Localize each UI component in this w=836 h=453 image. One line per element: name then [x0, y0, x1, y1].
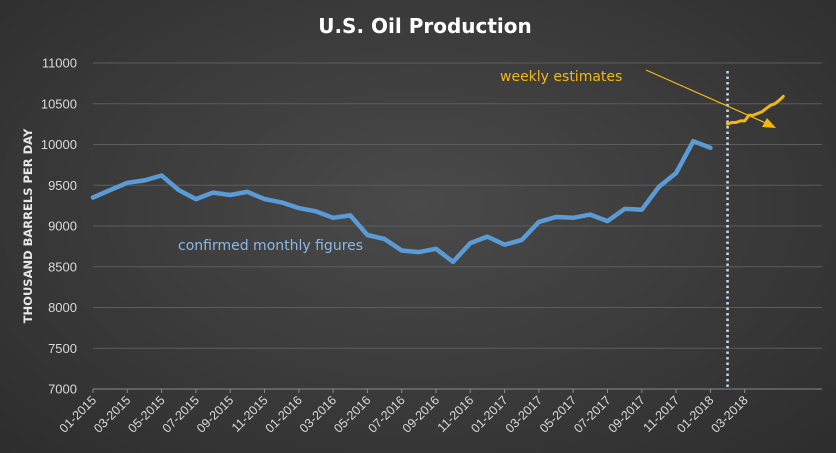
x-tick-label: 03-2018 [708, 393, 750, 435]
x-tick-label: 09-2017 [606, 393, 648, 435]
x-tick-label: 01-2017 [468, 393, 510, 435]
y-tick-label: 10500 [41, 96, 77, 111]
y-tick-label: 9500 [48, 178, 77, 193]
annotations: confirmed monthly figures weekly estimat… [178, 69, 776, 254]
y-tick-label: 7000 [48, 382, 77, 397]
annotation-arrow-line [645, 69, 769, 125]
x-tick-label: 03-2015 [91, 393, 133, 435]
x-tick-label: 01-2018 [674, 393, 716, 435]
x-tick-label: 07-2017 [571, 393, 613, 435]
annotation-arrow-head [762, 118, 776, 128]
series [90, 94, 785, 265]
y-axis-label: THOUSAND BARRELS PER DAY [21, 128, 35, 323]
annotation-weekly: weekly estimates [500, 69, 622, 85]
x-tick-label: 05-2015 [125, 393, 167, 435]
y-tick-label: 7500 [48, 341, 77, 356]
y-tick-label: 9000 [48, 219, 77, 234]
x-tick-label: 03-2017 [503, 393, 545, 435]
series-line-monthly [90, 138, 713, 265]
gridlines [93, 62, 822, 390]
y-tick-label: 11000 [42, 56, 77, 71]
x-tick-label: 03-2016 [297, 393, 339, 435]
x-tick-label: 09-2015 [194, 393, 236, 435]
x-tick-label: 01-2016 [263, 393, 305, 435]
x-tick-label: 07-2015 [160, 393, 202, 435]
x-tick-labels: 01-201503-201505-201507-201509-201511-20… [57, 389, 751, 436]
series-line-weekly [726, 94, 785, 126]
x-tick-label: 05-2016 [331, 393, 373, 435]
x-tick-label: 05-2017 [537, 393, 579, 435]
y-tick-label: 8500 [48, 259, 77, 274]
annotation-monthly: confirmed monthly figures [178, 238, 363, 254]
chart-title: U.S. Oil Production [318, 14, 532, 38]
y-tick-labels: 7000 7500 8000 8500 9000 9500 10000 10500 11000 [41, 56, 77, 397]
x-tick-label: 07-2016 [365, 393, 407, 435]
y-tick-label: 8000 [48, 300, 77, 315]
x-tick-label: 09-2016 [400, 393, 442, 435]
y-tick-label: 10000 [41, 137, 77, 152]
x-tick-label: 01-2015 [57, 393, 99, 435]
